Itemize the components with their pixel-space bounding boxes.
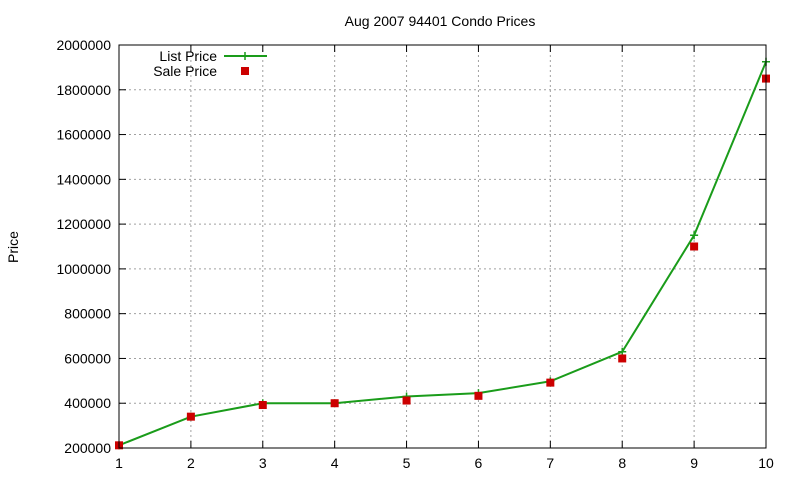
x-tick-label: 8 xyxy=(618,455,626,471)
y-tick-label: 2000000 xyxy=(56,37,111,53)
plot-frame xyxy=(118,44,767,449)
point-sale-price xyxy=(618,354,627,363)
grid xyxy=(119,45,766,448)
y-tick-label: 800000 xyxy=(64,306,111,322)
x-tick-label: 1 xyxy=(115,455,123,471)
point-sale-price xyxy=(186,412,195,421)
chart-title: Aug 2007 94401 Condo Prices xyxy=(345,13,536,29)
legend-label-sale-price: Sale Price xyxy=(153,63,217,79)
legend-marker-list-price xyxy=(241,52,249,60)
plot-area xyxy=(115,57,770,450)
x-tick-label: 10 xyxy=(758,455,774,471)
legend-label-list-price: List Price xyxy=(159,48,217,64)
point-sale-price xyxy=(258,401,267,410)
y-tick-label: 1400000 xyxy=(56,171,111,187)
x-tick-label: 4 xyxy=(331,455,339,471)
x-ticks: 1 2 3 4 5 6 7 8 9 10 xyxy=(115,45,774,471)
x-tick-label: 7 xyxy=(546,455,554,471)
y-tick-label: 1000000 xyxy=(56,261,111,277)
series-line-list-price xyxy=(118,61,767,447)
point-sale-price xyxy=(330,399,339,408)
y-tick-label: 1200000 xyxy=(56,216,111,232)
point-list-price xyxy=(618,347,627,356)
x-tick-label: 5 xyxy=(403,455,411,471)
y-tick-label: 200000 xyxy=(64,440,111,456)
point-sale-price xyxy=(402,396,411,405)
x-tick-label: 9 xyxy=(690,455,698,471)
x-tick-label: 6 xyxy=(475,455,483,471)
x-tick-label: 3 xyxy=(259,455,267,471)
y-tick-label: 600000 xyxy=(64,350,111,366)
y-tick-label: 400000 xyxy=(64,395,111,411)
legend-marker-sale-price xyxy=(241,67,249,75)
point-sale-price xyxy=(546,378,555,387)
y-axis-label: Price xyxy=(5,231,21,263)
y-ticks: 200000 400000 600000 800000 1000000 1200000 14… xyxy=(56,37,766,456)
point-list-price xyxy=(690,231,699,240)
point-sale-price xyxy=(474,391,483,400)
y-tick-label: 1600000 xyxy=(56,127,111,143)
y-tick-label: 1800000 xyxy=(56,82,111,98)
point-sale-price xyxy=(690,242,699,251)
x-tick-label: 2 xyxy=(187,455,195,471)
